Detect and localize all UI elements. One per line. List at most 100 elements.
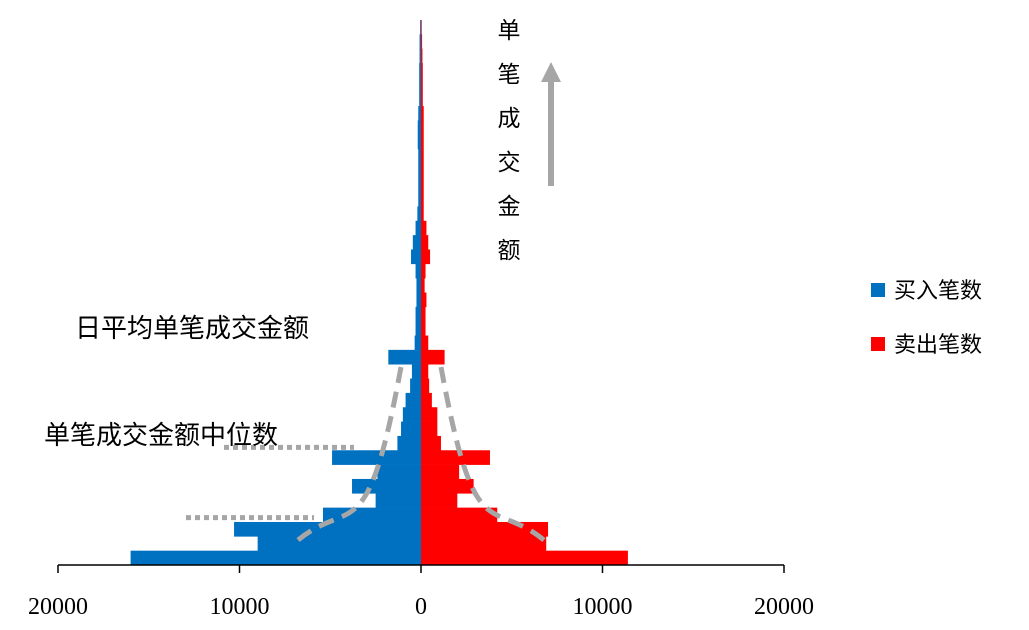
buy-bar-10 (402, 407, 421, 422)
sell-bar-6 (421, 464, 460, 480)
x-tick-label: 0 (415, 594, 427, 620)
annotation-label: 单笔成交金额中位数 (44, 421, 278, 451)
sell-bar-35 (421, 48, 423, 64)
buy-bar-34 (419, 63, 421, 78)
buy-bar-14 (388, 349, 421, 365)
buy-bar-0 (130, 550, 421, 566)
sell-bar-37 (421, 20, 422, 35)
buy-bar-11 (405, 392, 421, 408)
buy-bar-32 (419, 91, 421, 107)
sell-bar-18 (421, 292, 427, 308)
sell-bar-21 (421, 249, 431, 265)
buy-bar-4 (375, 493, 421, 508)
sell-bar-2 (421, 521, 549, 537)
buy-bar-30 (417, 120, 421, 136)
sell-bar-11 (421, 392, 432, 408)
buy-bar-29 (417, 134, 421, 150)
sell-bar-3 (421, 507, 498, 523)
buy-bar-35 (419, 48, 421, 64)
sell-bar-4 (421, 493, 458, 508)
buy-bar-15 (414, 335, 421, 351)
sell-bar-25 (421, 192, 424, 207)
sell-bar-12 (421, 378, 430, 394)
buy-bar-26 (418, 177, 421, 193)
sell-bar-14 (421, 349, 445, 365)
buy-bar-9 (401, 421, 421, 437)
y-axis-label-char: 额 (498, 238, 521, 264)
sell-bar-8 (421, 435, 441, 451)
buy-bar-23 (415, 220, 421, 236)
buy-bar-25 (418, 192, 421, 207)
buy-bar-19 (416, 278, 421, 293)
buy-bar-8 (397, 435, 421, 451)
sell-bar-16 (421, 321, 426, 336)
legend-label: 买入笔数 (894, 279, 982, 304)
sell-bar-5 (421, 478, 474, 494)
buy-bar-37 (420, 20, 421, 35)
bars-group (130, 20, 628, 566)
sell-bar-30 (421, 120, 424, 136)
y-axis-label-char: 单 (498, 18, 521, 44)
sell-bar-36 (421, 34, 423, 49)
sell-bar-29 (421, 134, 424, 150)
sell-bar-10 (421, 407, 438, 422)
buy-bar-1 (257, 536, 421, 551)
legend-label: 卖出笔数 (894, 333, 982, 358)
sell-bar-9 (421, 421, 438, 437)
sell-bar-33 (421, 77, 423, 93)
sell-bar-15 (421, 335, 429, 351)
sell-bar-31 (421, 106, 424, 121)
buy-bar-17 (415, 306, 421, 322)
buy-bar-24 (417, 206, 421, 222)
y-axis-label-char: 交 (498, 150, 521, 176)
sell-bar-13 (421, 364, 429, 379)
buy-bar-28 (418, 149, 421, 164)
sell-bar-0 (421, 550, 628, 566)
x-tick-label: 20000 (754, 594, 814, 620)
sell-bar-28 (421, 149, 424, 164)
y-axis-label: 单笔成交金额 (498, 18, 521, 264)
sell-bar-32 (421, 91, 423, 107)
legend-swatch (871, 283, 885, 297)
buy-bar-16 (415, 321, 421, 336)
up-arrow-icon (541, 62, 561, 186)
x-axis: 20000 10000 0 10000 20000 (28, 564, 814, 620)
sell-bar-1 (421, 536, 547, 551)
buy-bar-2 (234, 521, 421, 537)
sell-bar-23 (421, 220, 427, 236)
envelope-curves (292, 366, 550, 546)
envelope-curve-left (292, 366, 404, 546)
sell-bar-20 (421, 263, 426, 279)
x-tick-label: 10000 (210, 594, 270, 620)
sell-bar-34 (421, 63, 423, 78)
buy-bar-5 (352, 478, 421, 494)
buy-bar-27 (418, 163, 421, 179)
sell-bar-7 (421, 450, 490, 465)
buy-bar-36 (419, 34, 421, 49)
buy-bar-21 (411, 249, 421, 265)
y-axis-label-char: 金 (498, 194, 521, 220)
buy-bar-20 (415, 263, 421, 279)
envelope-curve-right (438, 366, 550, 546)
buy-bar-18 (416, 292, 421, 308)
sell-bar-27 (421, 163, 424, 179)
buy-bar-31 (418, 106, 421, 121)
buy-bar-6 (377, 464, 421, 480)
annotation-label: 日平均单笔成交金额 (75, 314, 309, 344)
sell-bar-24 (421, 206, 424, 222)
sell-bar-17 (421, 306, 426, 322)
sell-bar-22 (421, 235, 429, 250)
y-axis-label-char: 笔 (498, 62, 521, 88)
sell-bar-26 (421, 177, 424, 193)
buy-bar-22 (412, 235, 421, 250)
x-tick-label: 10000 (573, 594, 633, 620)
legend-swatch (871, 337, 885, 351)
buy-bar-7 (332, 450, 421, 465)
sell-bar-19 (421, 278, 425, 293)
buy-bar-13 (411, 364, 421, 379)
buy-bar-33 (419, 77, 421, 93)
x-tick-label: 20000 (28, 594, 88, 620)
